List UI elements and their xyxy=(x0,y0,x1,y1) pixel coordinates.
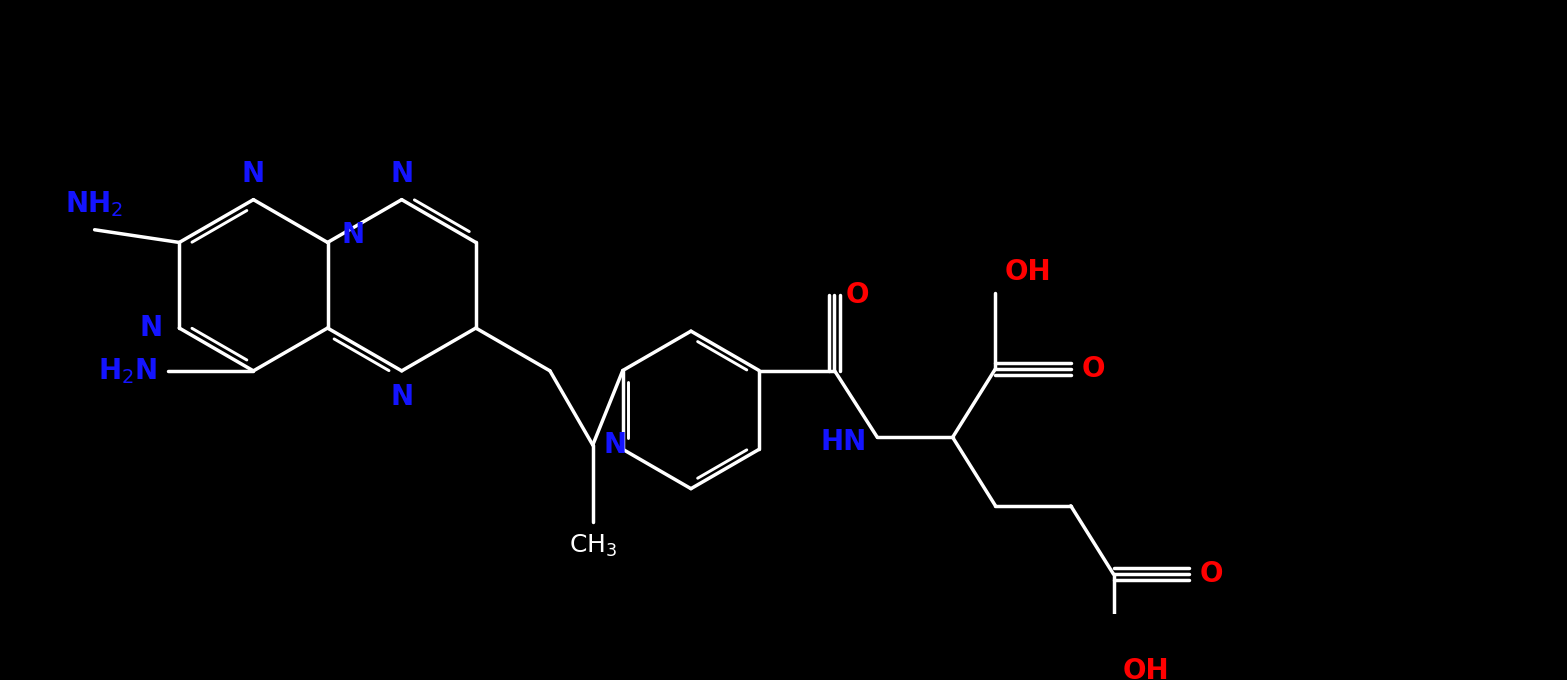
Text: HN: HN xyxy=(820,428,867,456)
Text: N: N xyxy=(603,431,627,459)
Text: N: N xyxy=(342,221,364,250)
Text: OH: OH xyxy=(1004,258,1051,286)
Text: H$_2$N: H$_2$N xyxy=(97,356,157,386)
Text: O: O xyxy=(845,282,868,309)
Text: O: O xyxy=(1081,355,1105,383)
Text: CH$_3$: CH$_3$ xyxy=(569,533,617,559)
Text: N: N xyxy=(139,314,163,342)
Text: O: O xyxy=(1200,560,1224,588)
Text: OH: OH xyxy=(1122,657,1169,680)
Text: N: N xyxy=(390,160,414,188)
Text: NH$_2$: NH$_2$ xyxy=(66,189,124,219)
Text: N: N xyxy=(241,160,265,188)
Text: N: N xyxy=(390,383,414,411)
